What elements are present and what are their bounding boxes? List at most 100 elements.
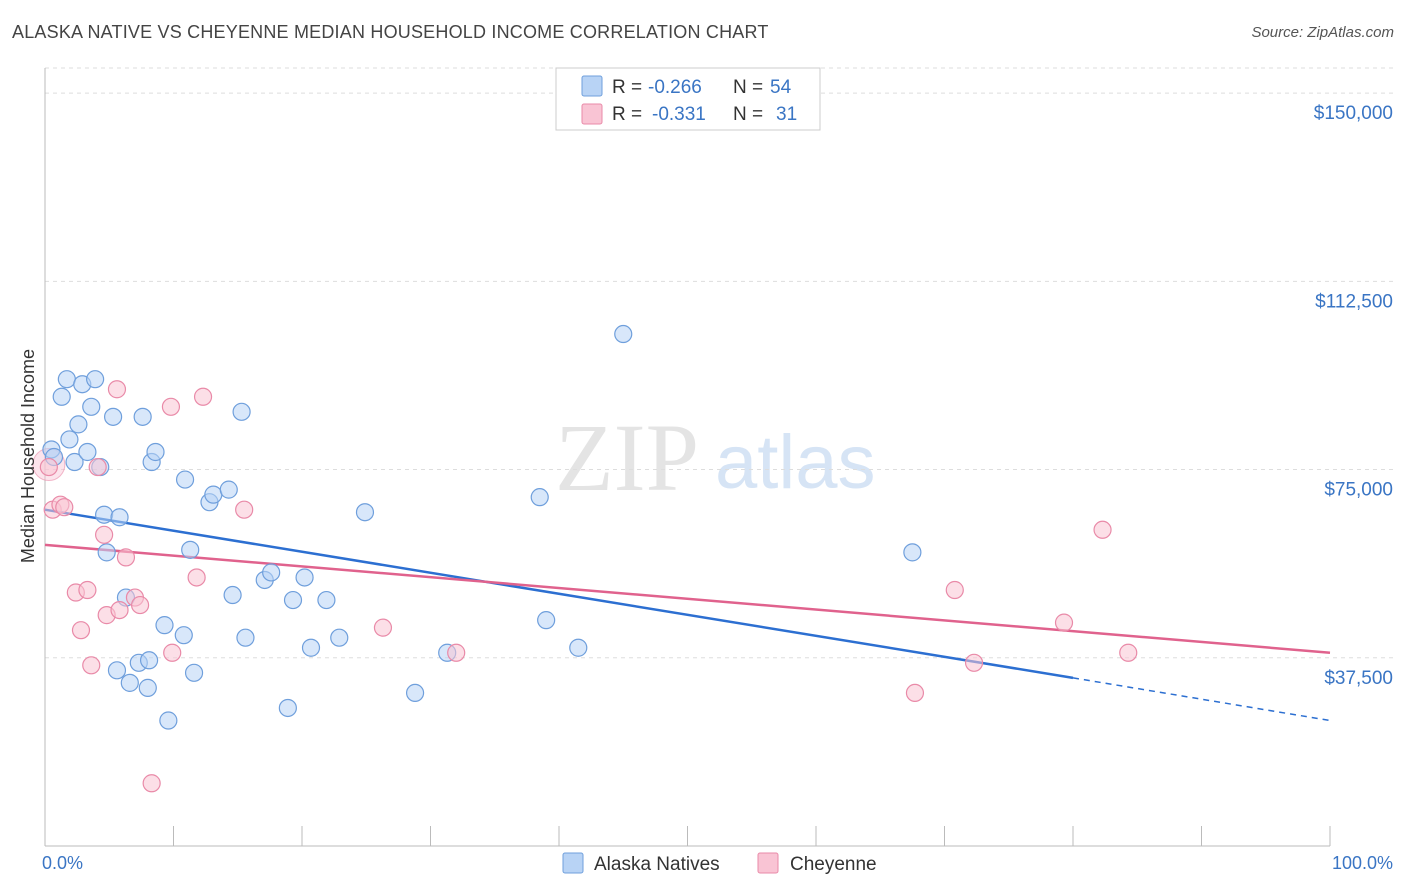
cheyenne-point xyxy=(373,618,393,637)
gridlines xyxy=(44,67,1393,846)
alaska-native-point xyxy=(903,543,922,562)
cheyenne-point xyxy=(88,457,107,477)
cheyenne-point xyxy=(163,643,182,662)
cheyenne-point xyxy=(142,774,161,793)
alaska-native-point xyxy=(69,415,88,434)
alaska-native-point xyxy=(569,638,588,657)
alaska-native-point xyxy=(236,628,255,647)
alaska-native-point xyxy=(301,638,321,657)
stats-legend: R = -0.266 N = 54 R = -0.331 N = 31 xyxy=(555,67,821,131)
alaska-native-point xyxy=(355,503,375,522)
cheyenne-point xyxy=(95,525,114,544)
cheyenne-point xyxy=(235,500,254,519)
alaska-native-point xyxy=(146,442,165,462)
alaska-native-point xyxy=(278,698,297,718)
alaska-native-point xyxy=(262,563,281,582)
cheyenne-point xyxy=(1119,643,1138,662)
alaska-native-point xyxy=(181,540,200,559)
alaska-native-point xyxy=(138,678,157,697)
alaska-native-point xyxy=(219,480,238,499)
cheyenne-point xyxy=(187,568,206,587)
x-tick-label-min: 0.0% xyxy=(42,853,83,873)
legend-n-label-cheyenne: N = xyxy=(733,104,763,125)
legend-swatch-alaska xyxy=(581,75,603,97)
alaska-native-point xyxy=(60,430,79,449)
legend-swatch-cheyenne xyxy=(581,103,603,125)
alaska-native-point xyxy=(530,488,549,507)
y-tick-label: $112,500 xyxy=(1315,291,1393,312)
y-tick-label: $75,000 xyxy=(1324,480,1393,501)
y-axis-title: Median Household Income xyxy=(18,349,38,563)
cheyenne-point xyxy=(110,600,129,620)
alaska-native-point xyxy=(120,673,139,692)
cheyenne-point xyxy=(905,683,925,703)
alaska-native-point xyxy=(57,370,76,389)
y-tick-label: $37,500 xyxy=(1324,668,1393,689)
series-legend-swatch-cheyenne xyxy=(757,852,779,874)
cheyenne-point xyxy=(193,387,213,406)
alaska-native-point xyxy=(184,663,204,682)
alaska-native-point xyxy=(223,585,242,605)
alaska-native-point xyxy=(232,402,251,421)
source-credit: Source: ZipAtlas.com xyxy=(1251,24,1394,41)
alaska-native-point xyxy=(65,452,84,472)
cheyenne-point xyxy=(1093,520,1112,539)
alaska-native-point xyxy=(405,683,425,703)
legend-r-value-cheyenne: -0.331 xyxy=(652,104,706,125)
trendline-alaska-solid xyxy=(44,508,1074,680)
series-legend-label-cheyenne: Cheyenne xyxy=(790,854,877,875)
alaska-native-point xyxy=(86,370,105,389)
trendline-cheyenne xyxy=(44,543,1331,655)
cheyenne-point xyxy=(161,397,181,416)
legend-n-value-cheyenne: 31 xyxy=(776,104,797,125)
alaska-native-point xyxy=(330,628,349,647)
alaska-native-point xyxy=(97,543,116,562)
series-legend: Alaska Natives Cheyenne xyxy=(562,852,877,875)
cheyenne-point xyxy=(82,656,101,675)
alaska-native-point xyxy=(283,590,303,610)
alaska-native-point xyxy=(159,711,178,730)
cheyenne-point xyxy=(78,580,97,600)
alaska-native-point xyxy=(110,508,129,527)
alaska-native-point xyxy=(155,616,174,635)
cheyenne-point xyxy=(55,498,74,517)
cheyenne-point xyxy=(71,621,91,640)
series-legend-label-alaska: Alaska Natives xyxy=(594,854,720,875)
legend-r-label-alaska: R = xyxy=(612,77,642,98)
cheyenne-point xyxy=(39,457,58,477)
trendline-alaska-dashed xyxy=(1072,677,1331,722)
alaska-native-point xyxy=(104,407,123,426)
alaska-native-point xyxy=(614,324,633,344)
cheyenne-point xyxy=(964,653,984,672)
x-tick-label-max: 100.0% xyxy=(1332,853,1393,873)
watermark-atlas: atlas xyxy=(715,420,876,505)
y-tick-label: $150,000 xyxy=(1314,103,1393,124)
alaska-native-point xyxy=(175,470,195,489)
alaska-native-point xyxy=(537,611,556,630)
alaska-native-point xyxy=(174,626,193,645)
alaska-native-point xyxy=(295,568,314,587)
legend-r-label-cheyenne: R = xyxy=(612,104,642,125)
alaska-native-point xyxy=(82,397,101,416)
alaska-native-point xyxy=(95,505,114,524)
series-legend-swatch-alaska xyxy=(562,852,584,874)
cheyenne-point xyxy=(107,380,127,399)
cheyenne-point xyxy=(1054,613,1074,632)
alaska-native-point xyxy=(204,485,223,504)
alaska-native-point xyxy=(52,387,71,406)
data-points xyxy=(32,324,1138,793)
chart-title: ALASKA NATIVE VS CHEYENNE MEDIAN HOUSEHO… xyxy=(12,22,769,42)
alaska-native-point xyxy=(139,651,159,670)
alaska-native-point xyxy=(133,407,152,426)
cheyenne-point xyxy=(130,595,150,615)
trendlines xyxy=(44,508,1331,722)
cheyenne-point xyxy=(447,643,466,662)
legend-r-value-alaska: -0.266 xyxy=(648,77,702,98)
legend-n-value-alaska: 54 xyxy=(770,77,792,98)
alaska-native-point xyxy=(107,661,127,680)
alaska-native-point xyxy=(78,442,97,462)
watermark-zip: ZIP xyxy=(555,404,699,511)
alaska-native-point xyxy=(317,590,336,610)
legend-n-label-alaska: N = xyxy=(733,77,763,98)
